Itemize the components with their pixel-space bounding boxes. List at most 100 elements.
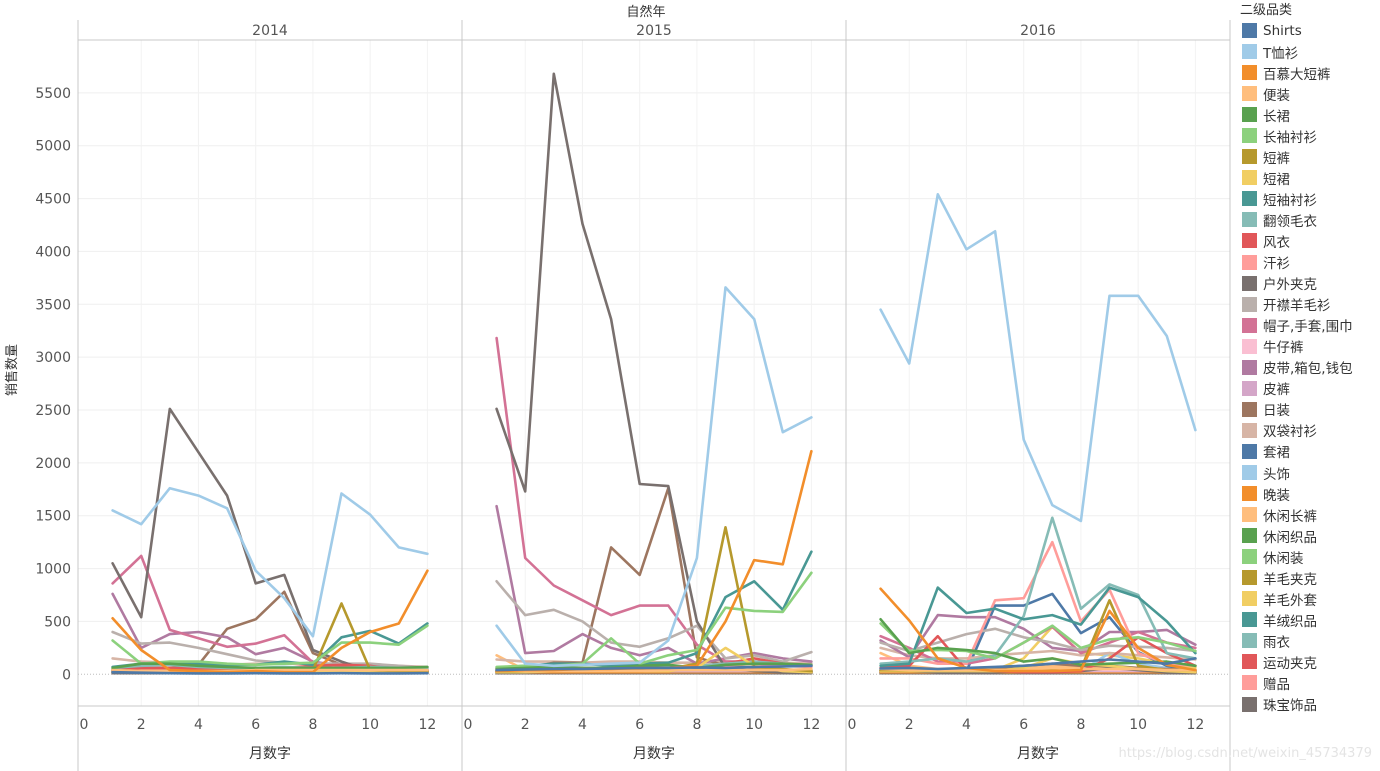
- legend-item[interactable]: 羊毛外套: [1240, 588, 1378, 609]
- legend-swatch: [1242, 44, 1257, 60]
- legend-item[interactable]: 休闲长裤: [1240, 504, 1378, 525]
- legend-swatch: [1242, 170, 1257, 186]
- series-line-T恤衫: [879, 193, 1197, 523]
- legend-swatch: [1242, 675, 1257, 691]
- panel-header-2015: 2015: [636, 23, 672, 39]
- legend-item[interactable]: 套裙: [1240, 441, 1378, 462]
- x-tick-label: 12: [1186, 717, 1204, 733]
- legend-item[interactable]: 休闲装: [1240, 546, 1378, 567]
- x-axis-title: 月数字: [249, 746, 291, 762]
- legend-item[interactable]: 雨衣: [1240, 630, 1378, 651]
- legend-item[interactable]: 户外夹克: [1240, 273, 1378, 294]
- legend-item[interactable]: 风衣: [1240, 230, 1378, 251]
- series-line-便装: [111, 668, 429, 673]
- legend-item[interactable]: 双袋衬衫: [1240, 420, 1378, 441]
- y-tick-label: 500: [44, 614, 71, 630]
- legend-label: 羊毛夹克: [1263, 571, 1317, 588]
- legend-swatch: [1242, 317, 1257, 333]
- series-line-短袖衬衫: [879, 586, 1197, 668]
- legend-item[interactable]: 休闲织品: [1240, 525, 1378, 546]
- legend-label: 翻领毛衣: [1263, 213, 1317, 230]
- legend-swatch: [1242, 128, 1257, 144]
- legend-swatch: [1242, 212, 1257, 228]
- legend-item[interactable]: 晚装: [1240, 483, 1378, 504]
- legend-item[interactable]: 运动夹克: [1240, 651, 1378, 672]
- x-tick-label: 8: [1076, 717, 1085, 733]
- legend-label: 百慕大短裤: [1263, 66, 1331, 83]
- legend-swatch: [1242, 275, 1257, 291]
- series-lines: [111, 72, 1197, 675]
- legend-swatch: [1242, 465, 1257, 480]
- legend-item[interactable]: T恤衫: [1240, 41, 1378, 62]
- legend-swatch: [1242, 191, 1257, 207]
- x-tick-label: 2: [905, 717, 914, 733]
- series-line-户外夹克: [495, 72, 813, 674]
- series-line-短袖衬衫: [495, 550, 813, 670]
- y-tick-label: 1500: [35, 509, 71, 525]
- x-tick-label: 10: [361, 717, 379, 733]
- legend-label: 套裙: [1263, 445, 1290, 462]
- legend-label: 日装: [1263, 403, 1290, 420]
- legend-title: 二级品类: [1240, 3, 1293, 18]
- series-line-Shirts: [879, 657, 1197, 671]
- legend-item[interactable]: 皮带,箱包,钱包: [1240, 357, 1378, 378]
- watermark: https://blog.csdn.net/weixin_45734379: [1118, 746, 1372, 761]
- column-header-title: 自然年: [626, 4, 665, 20]
- legend-item[interactable]: 牛仔裤: [1240, 336, 1378, 357]
- legend-item[interactable]: 百慕大短裤: [1240, 62, 1378, 83]
- legend-label: 珠宝饰品: [1263, 698, 1317, 715]
- series-line-帽子,手套,围巾: [111, 554, 429, 672]
- x-tick-label: 4: [578, 717, 587, 733]
- legend-swatch: [1242, 65, 1257, 81]
- x-tick-label: 0: [848, 717, 857, 733]
- legend-label: 晚装: [1263, 487, 1290, 504]
- x-tick-label: 8: [308, 717, 317, 733]
- legend-item[interactable]: 开襟羊毛衫: [1240, 294, 1378, 315]
- legend-label: 开襟羊毛衫: [1263, 298, 1331, 315]
- legend-item[interactable]: Shirts: [1240, 20, 1378, 41]
- x-tick-label: 12: [802, 717, 820, 733]
- legend-swatch: [1242, 359, 1257, 375]
- legend-swatch: [1242, 549, 1257, 565]
- y-tick-label: 3500: [35, 297, 71, 313]
- x-tick-label: 10: [745, 717, 763, 733]
- legend-label: 帽子,手套,围巾: [1263, 319, 1353, 336]
- legend-item[interactable]: 日装: [1240, 399, 1378, 420]
- legend-item[interactable]: 短裙: [1240, 167, 1378, 188]
- legend-item[interactable]: 羊毛夹克: [1240, 567, 1378, 588]
- y-tick-label: 2500: [35, 403, 71, 419]
- panel-header-2014: 2014: [252, 23, 288, 39]
- legend-label: 羊毛外套: [1263, 592, 1317, 609]
- legend-label: 风衣: [1263, 234, 1290, 251]
- legend-item[interactable]: 汗衫: [1240, 252, 1378, 273]
- x-tick-label: 4: [962, 717, 971, 733]
- legend-label: 头饰: [1263, 466, 1290, 483]
- x-axis-title: 月数字: [633, 746, 675, 762]
- legend-item[interactable]: 便装: [1240, 83, 1378, 104]
- x-axis-title: 月数字: [1017, 746, 1059, 762]
- legend-label: 皮裤: [1263, 382, 1290, 399]
- legend-label: 短裤: [1263, 150, 1290, 167]
- legend-item[interactable]: 头饰: [1240, 462, 1378, 483]
- series-line-翻领毛衣: [879, 516, 1197, 666]
- y-axis-title: 销售数量: [4, 344, 20, 396]
- legend-item[interactable]: 短裤: [1240, 146, 1378, 167]
- legend-item[interactable]: 皮裤: [1240, 378, 1378, 399]
- legend-item[interactable]: 长袖衬衫: [1240, 125, 1378, 146]
- series-line-皮带,箱包,钱包: [879, 613, 1197, 659]
- legend-label: 运动夹克: [1263, 655, 1317, 672]
- x-tick-label: 2: [137, 717, 146, 733]
- series-line-帽子,手套,围巾: [495, 336, 813, 668]
- legend-item[interactable]: 翻领毛衣: [1240, 209, 1378, 230]
- legend-label: 双袋衬衫: [1263, 424, 1317, 441]
- legend-item[interactable]: 长裙: [1240, 104, 1378, 125]
- legend-item[interactable]: 羊绒织品: [1240, 609, 1378, 630]
- legend-item[interactable]: 帽子,手套,围巾: [1240, 315, 1378, 336]
- x-tick-label: 12: [418, 717, 436, 733]
- legend-item[interactable]: 短袖衬衫: [1240, 188, 1378, 209]
- series-line-长裙: [495, 662, 813, 671]
- legend-item[interactable]: 赠品: [1240, 672, 1378, 693]
- legend-swatch: [1242, 696, 1257, 712]
- legend-item[interactable]: 珠宝饰品: [1240, 694, 1378, 715]
- legend-label: 羊绒织品: [1263, 613, 1317, 630]
